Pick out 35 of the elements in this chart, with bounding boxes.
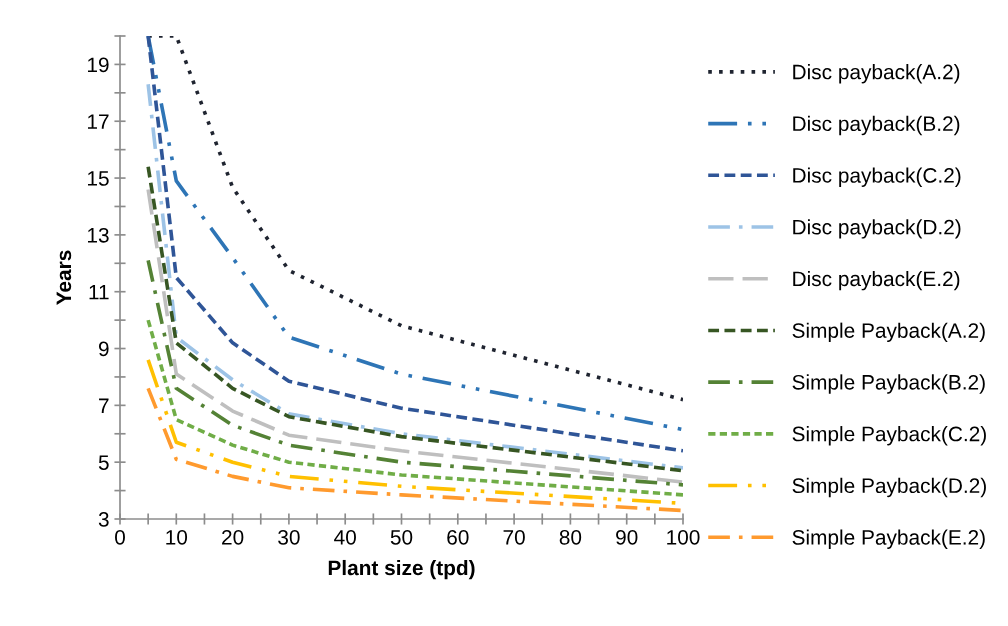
x-tick-label: 0	[115, 529, 125, 545]
legend-label: Disc payback(A.2)	[793, 64, 960, 84]
legend-label: Simple Payback(A.2)	[792, 322, 985, 343]
x-tick-label: 30	[278, 529, 300, 545]
legend-label: Simple Payback(D.2)	[792, 477, 986, 498]
x-tick-label: 100	[667, 529, 700, 545]
x-tick-label: 20	[222, 529, 244, 545]
y-tick-label: 11	[89, 284, 109, 300]
legend-label: Simple Payback(B.2)	[792, 374, 985, 394]
y-tick-label: 17	[88, 114, 109, 129]
legend-label: Disc payback(E.2)	[793, 270, 960, 291]
x-tick-label: 80	[559, 529, 582, 545]
legend-label: Disc payback(C.2)	[793, 167, 961, 187]
x-tick-label: 10	[166, 529, 188, 545]
y-tick-label: 13	[88, 227, 109, 243]
line-series	[146, 258, 683, 487]
y-tick-label: 5	[98, 455, 109, 470]
y-tick-label: 19	[88, 57, 109, 73]
y-axis-title: Years	[56, 250, 72, 305]
x-tick-label: 60	[447, 529, 469, 545]
line-series	[146, 386, 683, 513]
line-series	[146, 318, 683, 497]
x-tick-label: 70	[503, 529, 525, 545]
legend-label: Disc payback(D.2)	[793, 219, 961, 239]
y-tick-label: 15	[88, 171, 109, 186]
x-axis-title: Plant size (tpd)	[328, 559, 475, 580]
y-tick-label: 7	[99, 398, 109, 413]
y-tick-label: 9	[98, 341, 109, 357]
x-tick-label: 50	[390, 529, 413, 545]
legend-label: Disc payback(B.2)	[793, 115, 960, 136]
x-tick-label: 90	[616, 529, 638, 545]
legend-label: Simple Payback(C.2)	[792, 426, 986, 446]
y-tick-label: 3	[98, 512, 109, 527]
legend-label: Simple Payback(E.2)	[792, 529, 985, 549]
x-tick-label: 40	[334, 529, 356, 545]
